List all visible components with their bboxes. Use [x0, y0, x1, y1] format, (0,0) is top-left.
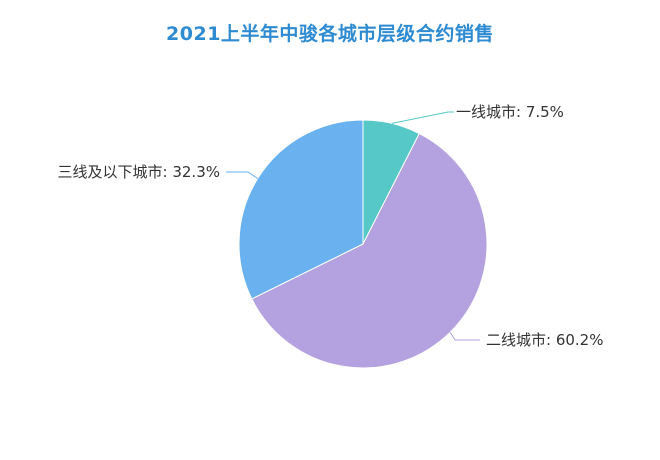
- pie-slice-3[interactable]: [238, 119, 364, 300]
- slice-label-2: 二线城市: 60.2%: [486, 331, 603, 349]
- leader-line-2: [449, 331, 480, 341]
- leader-line-3: [226, 171, 258, 179]
- slice-label-1: 一线城市: 7.5%: [456, 103, 564, 121]
- chart-title: 2021上半年中骏各城市层级合约销售: [166, 23, 494, 45]
- leader-line-1: [391, 111, 454, 124]
- pie-slice-2[interactable]: [251, 132, 488, 369]
- slice-label-3: 三线及以下城市: 32.3%: [58, 163, 220, 181]
